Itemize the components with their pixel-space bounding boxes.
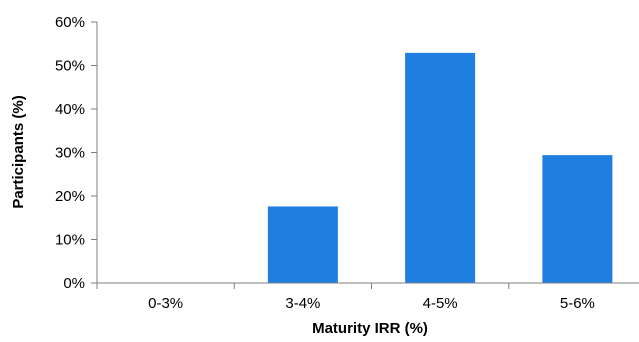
y-tick-label: 0%: [63, 275, 85, 292]
x-tick-label: 3-4%: [285, 295, 320, 312]
y-tick-label: 10%: [55, 232, 85, 249]
x-tick-label: 4-5%: [423, 295, 458, 312]
y-tick-label: 50%: [55, 58, 85, 75]
y-axis-title: Participants (%): [10, 95, 27, 208]
bar-3-4%: [267, 206, 338, 283]
x-ticks-group: 0-3% 3-4% 4-5% 5-6%: [96, 283, 595, 312]
x-tick-label: 0-3%: [148, 295, 183, 312]
y-tick-label: 20%: [55, 188, 85, 205]
bars-group: [267, 52, 613, 284]
y-tick-label: 40%: [55, 101, 85, 118]
x-tick-label: 5-6%: [560, 295, 595, 312]
y-ticks-group: 0% 10% 20% 30% 40% 50% 60%: [55, 14, 97, 292]
y-tick-label: 30%: [55, 145, 85, 162]
x-axis-title: Maturity IRR (%): [312, 320, 428, 337]
y-tick-label: 60%: [55, 14, 85, 31]
bar-5-6%: [542, 155, 613, 283]
bar-4-5%: [405, 52, 476, 284]
